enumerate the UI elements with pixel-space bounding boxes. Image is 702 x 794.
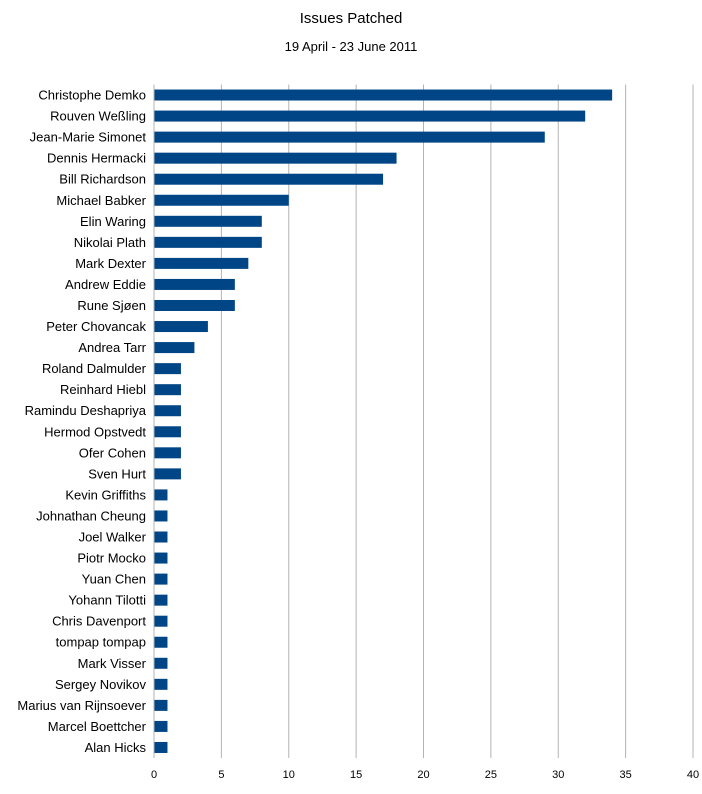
- bar: [154, 173, 384, 185]
- category-label: Rouven Weßling: [50, 109, 146, 124]
- category-label: Johnathan Cheung: [36, 508, 146, 523]
- bar: [154, 152, 397, 164]
- category-label: Marius van Rijnsoever: [17, 698, 146, 713]
- bar: [154, 552, 168, 564]
- category-label: Yohann Tilotti: [68, 593, 146, 608]
- category-label: Roland Dalmulder: [42, 361, 147, 376]
- category-label: Jean-Marie Simonet: [30, 130, 147, 145]
- category-label: Ramindu Deshapriya: [25, 403, 147, 418]
- category-label: Alan Hicks: [85, 740, 147, 755]
- category-label: Nikolai Plath: [74, 235, 146, 250]
- bar: [154, 405, 181, 417]
- bar: [154, 131, 545, 143]
- bar: [154, 489, 168, 501]
- bar: [154, 299, 235, 311]
- bar: [154, 194, 289, 206]
- category-label: Yuan Chen: [82, 572, 146, 587]
- category-label: Mark Visser: [78, 656, 147, 671]
- gridlines: [153, 84, 694, 758]
- bar: [154, 215, 262, 227]
- category-label: Kevin Griffiths: [65, 487, 146, 502]
- x-tick-label: 30: [552, 769, 564, 781]
- bar: [154, 236, 262, 248]
- x-tick-label: 15: [350, 769, 362, 781]
- category-label: Piotr Mocko: [77, 551, 146, 566]
- bar: [154, 720, 168, 732]
- x-tick-labels: 0 5 10 15 20 25 30 35 40: [151, 769, 699, 781]
- bar: [154, 257, 249, 269]
- category-label: Andrew Eddie: [65, 277, 146, 292]
- bar: [154, 321, 208, 333]
- x-tick-label: 20: [417, 769, 429, 781]
- category-label: tompap tompap: [56, 635, 146, 650]
- category-label: Sergey Novikov: [55, 677, 147, 692]
- bar: [154, 657, 168, 669]
- category-label: Joel Walker: [79, 530, 147, 545]
- bar: [154, 363, 181, 375]
- bar: [154, 678, 168, 690]
- bar: [154, 384, 181, 396]
- bar: [154, 278, 235, 290]
- category-label: Elin Waring: [80, 214, 146, 229]
- x-tick-label: 0: [151, 769, 157, 781]
- x-tick-label: 40: [687, 769, 699, 781]
- bar: [154, 699, 168, 711]
- bar: [154, 510, 168, 522]
- x-tick-label: 25: [485, 769, 497, 781]
- bar: [154, 636, 168, 648]
- bar: [154, 342, 195, 354]
- category-label: Christophe Demko: [38, 88, 146, 103]
- category-label: Peter Chovancak: [46, 319, 146, 334]
- bar: [154, 594, 168, 606]
- bar: [154, 615, 168, 627]
- bar: [154, 741, 168, 753]
- chart-title: Issues Patched: [299, 10, 403, 27]
- category-label: Hermod Opstvedt: [44, 424, 146, 439]
- bar: [154, 426, 181, 438]
- bar: [154, 89, 613, 101]
- category-label: Mark Dexter: [75, 256, 146, 271]
- category-label: Ofer Cohen: [79, 445, 146, 460]
- category-label: Reinhard Hiebl: [60, 382, 146, 397]
- bar: [154, 447, 181, 459]
- category-label: Bill Richardson: [59, 172, 146, 187]
- x-tick-label: 10: [283, 769, 295, 781]
- category-labels: Christophe Demko Rouven Weßling Jean-Marie…: [17, 88, 146, 755]
- bar: [154, 573, 168, 585]
- bar: [154, 468, 181, 480]
- category-label: Marcel Boettcher: [48, 719, 147, 734]
- category-label: Michael Babker: [56, 193, 146, 208]
- category-label: Rune Sjøen: [77, 298, 146, 313]
- bars: [154, 89, 613, 753]
- bar: [154, 531, 168, 543]
- category-label: Sven Hurt: [88, 466, 146, 481]
- category-label: Dennis Hermacki: [47, 151, 146, 166]
- bar: [154, 110, 586, 122]
- category-label: Chris Davenport: [52, 614, 146, 629]
- x-tick-label: 35: [620, 769, 632, 781]
- category-label: Andrea Tarr: [78, 340, 146, 355]
- x-tick-label: 5: [218, 769, 224, 781]
- chart-subtitle: 19 April - 23 June 2011: [284, 39, 418, 54]
